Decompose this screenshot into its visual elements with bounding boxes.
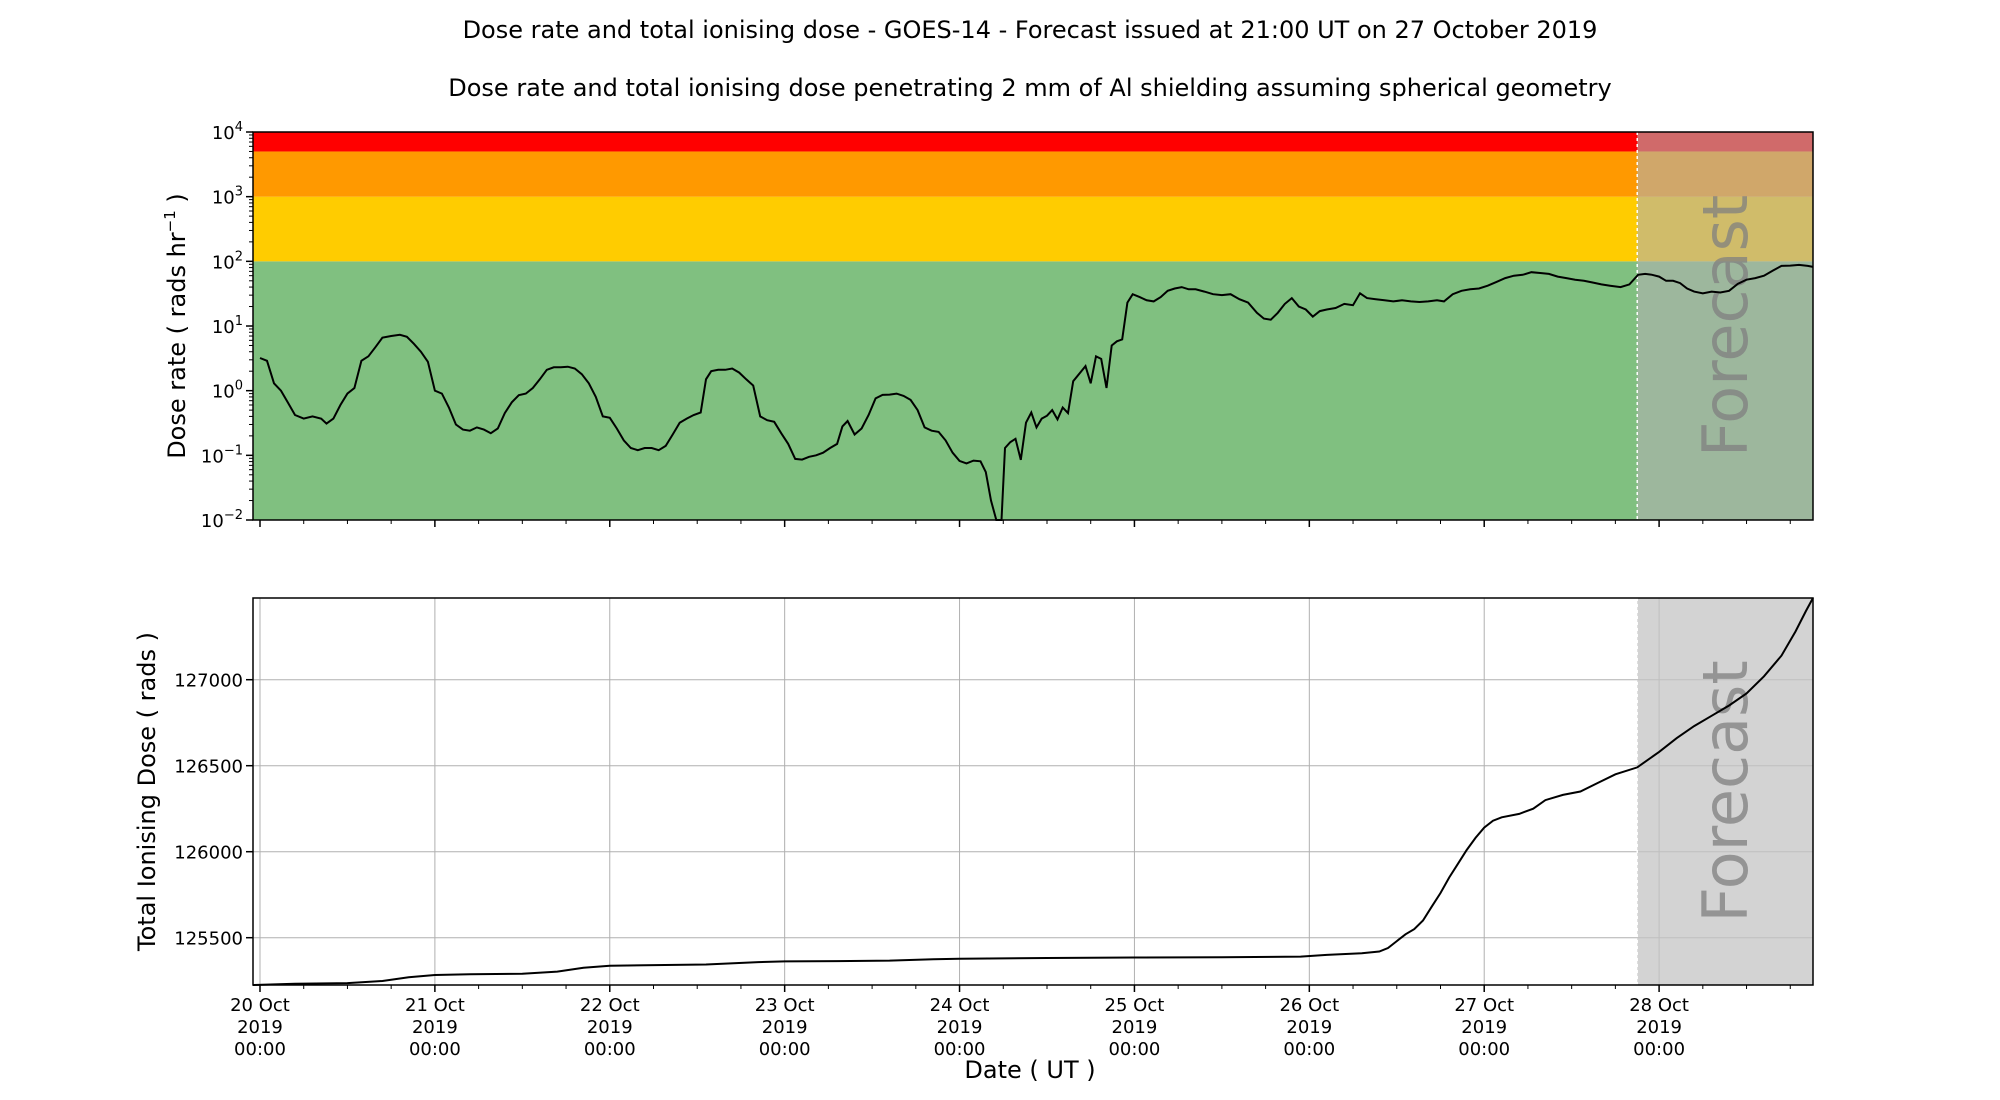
- forecast-label-top: Forecast: [1689, 195, 1762, 457]
- total-dose-grid: [253, 598, 1813, 985]
- x-tick-label: 00:00: [1458, 1039, 1510, 1060]
- y-tick-label: 101: [212, 314, 243, 338]
- x-tick-label: 20 Oct: [230, 995, 290, 1016]
- x-tick-label: 2019: [1636, 1017, 1682, 1038]
- forecast-shade-bottom: [1637, 598, 1813, 985]
- chart-subtitle: Dose rate and total ionising dose penetr…: [448, 74, 1612, 102]
- dose-rate-y-label: Dose rate ( rads hr−1 ): [161, 193, 191, 459]
- dose-rate-line: [259, 263, 1814, 521]
- x-tick-label: 21 Oct: [405, 995, 465, 1016]
- severity-band-2: [253, 151, 1813, 197]
- x-tick-label: 00:00: [409, 1039, 461, 1060]
- x-tick-label: 2019: [1286, 1017, 1332, 1038]
- x-tick-label: 2019: [412, 1017, 458, 1038]
- date-x-label: Date ( UT ): [964, 1056, 1095, 1084]
- x-tick-label: 00:00: [1633, 1039, 1685, 1060]
- x-tick-label: 22 Oct: [580, 995, 640, 1016]
- severity-bands: [253, 132, 1813, 520]
- y-tick-label: 125500: [174, 929, 243, 950]
- x-tick-label: 24 Oct: [930, 995, 990, 1016]
- severity-band-1: [253, 196, 1813, 262]
- total-dose-panel: Forecast 125500 126000 126500 127000 20 Oct…: [133, 597, 1814, 1084]
- x-tick-label: 2019: [937, 1017, 983, 1038]
- x-tick-label: 2019: [1112, 1017, 1158, 1038]
- chart-title: Dose rate and total ionising dose - GOES…: [463, 16, 1598, 44]
- y-tick-label: 127000: [174, 671, 243, 692]
- dose-rate-panel: Forecast 10−2 10−1 100 101 102 103 104 Dose ra…: [161, 120, 1814, 532]
- severity-band-0: [253, 261, 1813, 520]
- total-dose-y-ticks: 125500 126000 126500 127000: [174, 671, 253, 950]
- total-dose-y-label: Total Ionising Dose ( rads ): [133, 632, 161, 952]
- y-tick-label: 126500: [174, 757, 243, 778]
- x-tick-label: 00:00: [1283, 1039, 1335, 1060]
- y-tick-label: 10−1: [201, 443, 243, 467]
- x-tick-label: 23 Oct: [755, 995, 815, 1016]
- x-tick-label: 2019: [587, 1017, 633, 1038]
- x-tick-label: 2019: [762, 1017, 808, 1038]
- forecast-shade-top: [1637, 132, 1813, 520]
- x-tick-label: 00:00: [234, 1039, 286, 1060]
- total-dose-line: [252, 597, 1814, 986]
- y-tick-label: 126000: [174, 843, 243, 864]
- x-tick-label: 25 Oct: [1105, 995, 1165, 1016]
- severity-band-3: [253, 132, 1813, 152]
- y-tick-label: 10−2: [201, 508, 243, 532]
- x-tick-label: 00:00: [584, 1039, 636, 1060]
- total-dose-plot-frame: [252, 597, 1814, 986]
- x-tick-label: 2019: [1461, 1017, 1507, 1038]
- x-tick-label: 26 Oct: [1279, 995, 1339, 1016]
- forecast-label-bottom: Forecast: [1689, 660, 1762, 922]
- y-tick-label: 103: [212, 185, 243, 209]
- y-tick-label: 102: [212, 249, 243, 273]
- dose-rate-y-ticks: 10−2 10−1 100 101 102 103 104: [201, 120, 253, 532]
- x-tick-label: 00:00: [759, 1039, 811, 1060]
- x-tick-label: 28 Oct: [1629, 995, 1689, 1016]
- x-tick-label: 00:00: [1108, 1039, 1160, 1060]
- y-tick-label: 104: [212, 120, 243, 144]
- x-tick-label: 2019: [237, 1017, 283, 1038]
- y-tick-label: 100: [212, 379, 243, 403]
- x-tick-label: 27 Oct: [1454, 995, 1514, 1016]
- dose-rate-x-ticks: [259, 520, 1791, 527]
- x-tick-label: 00:00: [934, 1039, 986, 1060]
